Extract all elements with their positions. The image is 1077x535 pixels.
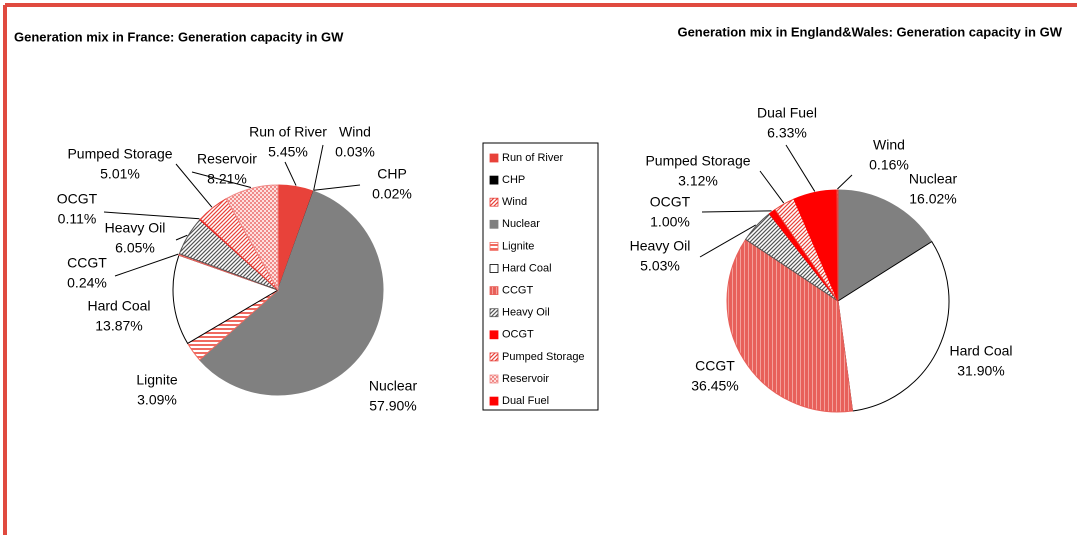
slice-label: Heavy Oil xyxy=(630,238,691,254)
slice-value: 57.90% xyxy=(369,398,416,414)
slice-label: Wind xyxy=(339,124,371,140)
slice-value: 1.00% xyxy=(650,214,690,230)
legend-label: CHP xyxy=(502,174,525,186)
legend-swatch xyxy=(489,330,499,340)
leader-line xyxy=(103,211,200,220)
slice-value: 3.09% xyxy=(137,392,177,408)
slice-value: 8.21% xyxy=(207,171,247,187)
legend-swatch xyxy=(489,286,499,296)
leader-line xyxy=(701,210,772,213)
legend-label: Nuclear xyxy=(502,218,540,230)
leader-line xyxy=(837,174,853,190)
slice-value: 0.16% xyxy=(869,157,909,173)
slice-value: 0.11% xyxy=(58,211,97,227)
legend-label: Reservoir xyxy=(502,373,549,385)
chart-title: Generation mix in France: Generation cap… xyxy=(14,29,344,44)
slice-value: 0.02% xyxy=(372,186,412,202)
legend-swatch xyxy=(489,374,499,384)
pie-slice xyxy=(836,189,839,302)
slice-value: 0.24% xyxy=(67,275,107,291)
slice-value: 0.03% xyxy=(335,144,375,160)
slice-label: Nuclear xyxy=(369,378,418,394)
pie-slice xyxy=(225,184,279,292)
leader-line xyxy=(191,171,252,188)
legend-box xyxy=(482,142,599,411)
leader-line xyxy=(175,234,188,241)
slice-label: Dual Fuel xyxy=(757,105,817,121)
leader-line xyxy=(313,144,324,191)
leader-line xyxy=(785,144,816,192)
slice-value: 3.12% xyxy=(678,173,718,189)
pie-slice xyxy=(837,240,950,412)
slice-value: 6.05% xyxy=(115,240,155,256)
slice-value: 16.02% xyxy=(909,191,956,207)
legend-swatch xyxy=(489,197,499,207)
leader-line xyxy=(759,170,785,204)
legend-label: Wind xyxy=(502,196,527,208)
slice-label: Wind xyxy=(873,137,905,153)
slice-label: Hard Coal xyxy=(87,298,150,314)
chart-title: Generation mix in England&Wales: Generat… xyxy=(677,24,1062,39)
legend-label: Hard Coal xyxy=(502,262,552,274)
legend-label: Heavy Oil xyxy=(502,307,550,319)
leader-line xyxy=(313,184,361,191)
legend-swatch xyxy=(489,241,499,251)
leader-line xyxy=(699,224,757,258)
slice-value: 5.45% xyxy=(268,144,308,160)
slice-label: CCGT xyxy=(695,358,735,374)
slice-label: CCGT xyxy=(67,255,107,271)
slice-value: 6.33% xyxy=(767,125,807,141)
slice-label: Nuclear xyxy=(909,171,958,187)
slice-label: Pumped Storage xyxy=(645,153,750,169)
slice-label: Pumped Storage xyxy=(67,146,172,162)
leader-line xyxy=(175,163,213,208)
pie-slice xyxy=(837,189,933,302)
slice-label: Lignite xyxy=(136,372,177,388)
legend-label: Dual Fuel xyxy=(502,395,549,407)
slice-label: Reservoir xyxy=(197,151,257,167)
legend-label: CCGT xyxy=(502,285,533,297)
legend-swatch xyxy=(489,352,499,362)
slice-label: Heavy Oil xyxy=(105,220,166,236)
slice-value: 13.87% xyxy=(95,318,142,334)
slice-label: Hard Coal xyxy=(949,343,1012,359)
legend-label: Run of River xyxy=(502,152,563,164)
legend-swatch xyxy=(489,396,499,406)
leader-line xyxy=(284,161,297,186)
slice-value: 5.01% xyxy=(100,166,140,182)
leader-line xyxy=(114,253,179,277)
legend-label: Lignite xyxy=(502,240,534,252)
legend-swatch xyxy=(489,219,499,229)
legend-label: Pumped Storage xyxy=(502,351,585,363)
pie-slice xyxy=(726,238,854,413)
legend-swatch xyxy=(489,153,499,163)
legend-swatch xyxy=(489,308,499,318)
legend-swatch xyxy=(489,264,499,273)
slice-value: 5.03% xyxy=(640,258,680,274)
legend-label: OCGT xyxy=(502,329,534,341)
pie-slice xyxy=(198,190,384,396)
slice-label: OCGT xyxy=(57,191,98,207)
legend-swatch xyxy=(489,175,499,185)
slice-value: 31.90% xyxy=(957,363,1004,379)
slice-label: CHP xyxy=(377,166,407,182)
slice-value: 36.45% xyxy=(691,378,738,394)
slice-label: Run of River xyxy=(249,124,327,140)
slice-label: OCGT xyxy=(650,194,691,210)
pie-slice xyxy=(172,254,280,345)
